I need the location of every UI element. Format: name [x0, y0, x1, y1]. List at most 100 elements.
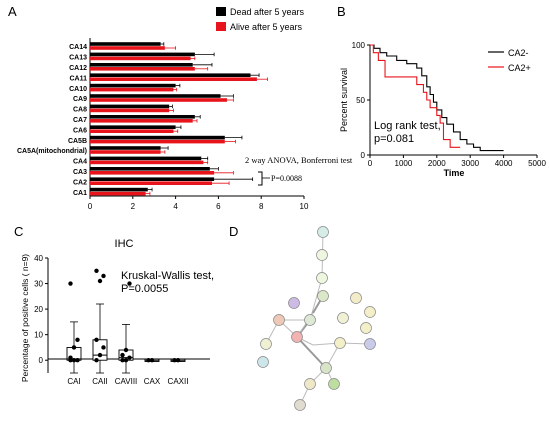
category-label: CA2	[73, 179, 87, 186]
network-node	[304, 314, 316, 326]
panel-label-c: C	[14, 224, 23, 239]
y-tick-label: 10	[34, 331, 43, 340]
bar	[90, 42, 161, 46]
network-node	[364, 306, 376, 318]
category-label: CA13	[69, 55, 87, 62]
bar	[90, 63, 193, 67]
data-point	[94, 268, 99, 273]
annotation-line: p=0.081	[374, 133, 414, 145]
x-tick-label: 3000	[461, 159, 479, 168]
bar	[90, 125, 176, 129]
anova-pvalue: P=0.0088	[271, 174, 302, 183]
y-tick-label: 0	[361, 151, 366, 160]
bar	[90, 77, 257, 81]
bar	[90, 98, 227, 102]
panel-c-title: IHC	[115, 238, 134, 250]
bar	[90, 67, 195, 71]
data-point	[120, 352, 125, 358]
data-point	[71, 345, 77, 350]
bar	[90, 177, 215, 181]
bar	[90, 115, 195, 119]
network-node	[350, 292, 362, 304]
x-tick-label: 0	[368, 159, 373, 168]
panel-b-survival-chart: 0 1000 2000 3000 4000 5000 0 50 100 Percent surv…	[339, 41, 546, 178]
data-point	[101, 273, 106, 279]
category-label: CA1	[73, 190, 87, 197]
x-tick-label: CAI	[67, 377, 80, 386]
data-point	[68, 355, 73, 360]
network-node	[364, 338, 376, 350]
bar	[90, 146, 161, 150]
data-point	[75, 358, 80, 363]
x-tick-label: CAXII	[168, 377, 189, 386]
data-point	[146, 358, 151, 363]
category-label: CA6	[73, 127, 87, 134]
bar	[90, 56, 191, 61]
network-node	[291, 331, 303, 343]
category-label: CA10	[69, 86, 87, 93]
bar	[90, 119, 193, 123]
data-point	[94, 337, 99, 342]
data-point	[175, 358, 181, 363]
data-point	[123, 358, 129, 363]
category-label: CA12	[69, 65, 87, 72]
data-point	[97, 352, 103, 358]
y-tick-label: 30	[34, 280, 43, 289]
network-node	[304, 378, 316, 390]
anova-annotation: 2 way ANOVA, Bonferroni test	[245, 155, 353, 165]
x-tick-label: 6	[216, 202, 221, 211]
bar	[90, 52, 195, 57]
y-tick-label: 50	[356, 96, 365, 105]
data-point	[127, 281, 132, 286]
category-label: CA8	[73, 107, 87, 114]
x-tick-label: 4	[173, 202, 178, 211]
data-point	[71, 358, 77, 363]
category-label: CA11	[69, 75, 87, 82]
legend-label-ca2-pos: CA2+	[508, 63, 531, 73]
category-label: CA9	[73, 96, 87, 103]
network-node	[317, 226, 329, 238]
y-tick-label: 0	[39, 356, 44, 365]
data-point	[172, 358, 177, 363]
bar	[90, 73, 251, 77]
panel-c-y-label: Percentage of positive cells ( n=9)	[20, 254, 30, 382]
network-node	[328, 378, 340, 390]
bar	[90, 167, 210, 171]
annotation-line: P=0.0055	[121, 283, 168, 295]
bar	[90, 139, 225, 144]
x-tick-label: CAII	[92, 377, 108, 386]
survival-curve-ca2-negpos	[370, 44, 461, 148]
network-node	[294, 399, 306, 411]
bar	[90, 171, 215, 175]
bar	[90, 187, 148, 192]
category-label: CA4	[73, 159, 87, 166]
legend-swatch-dead	[216, 7, 226, 16]
bar	[90, 108, 170, 113]
category-label: CA3	[73, 169, 87, 176]
legend-swatch-alive	[216, 22, 226, 31]
network-node	[316, 249, 328, 261]
network-node	[273, 314, 285, 326]
panel-a-bar-chart: CA14CA13CA12CA11CA10CA9CA8CA7CA6CA5BCA5A…	[17, 7, 353, 211]
y-tick-label: 100	[352, 41, 366, 50]
y-tick-label: 40	[34, 254, 43, 263]
data-point	[68, 281, 73, 286]
annotation-line: Log rank test,	[374, 120, 441, 132]
data-point	[101, 345, 106, 350]
data-point	[94, 358, 99, 363]
x-tick-label: 8	[259, 202, 264, 211]
legend-label-ca2-neg: CA2-	[508, 48, 529, 58]
network-node	[334, 337, 346, 349]
y-tick-label: 20	[34, 305, 43, 314]
panel-b-x-label: Time	[444, 168, 465, 178]
legend-label-dead: Dead after 5 years	[230, 7, 305, 17]
annotation-line: Kruskal-Wallis test,	[121, 270, 214, 282]
kruskal-wallis-annotation: Kruskal-Wallis test, P=0.0055	[121, 270, 214, 295]
data-point	[75, 337, 80, 342]
bar	[90, 104, 170, 109]
survival-curve-ca2-neg	[370, 44, 504, 152]
network-node	[260, 338, 272, 350]
x-tick-label: 4000	[495, 159, 513, 168]
x-tick-label: 0	[88, 202, 93, 211]
